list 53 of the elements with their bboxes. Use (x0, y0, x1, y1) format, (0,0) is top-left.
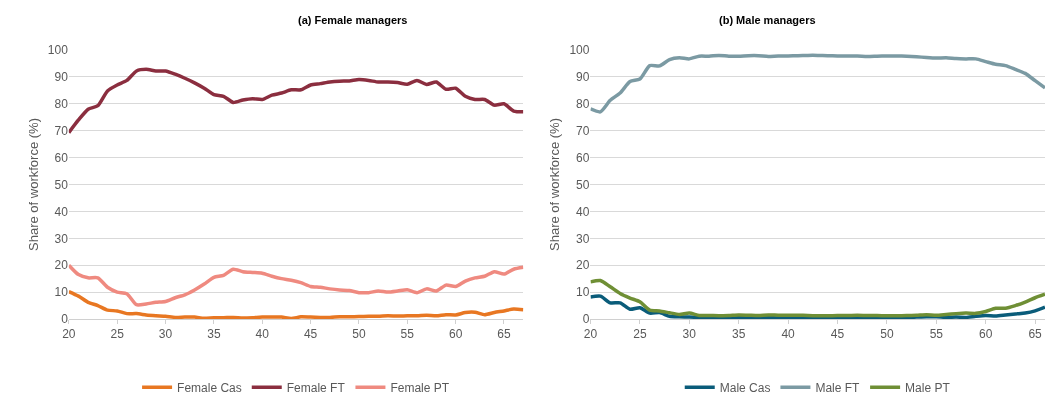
x-tick-label: 35 (732, 327, 746, 342)
y-tick-label: 40 (576, 204, 590, 219)
y-tick-label: 60 (54, 150, 69, 165)
y-tick-label: 90 (576, 70, 590, 85)
y-tick-label: 90 (54, 70, 69, 85)
y-tick-label: 30 (576, 231, 590, 246)
x-tick-label: 50 (880, 327, 894, 342)
y-tick-label: 10 (576, 285, 590, 300)
line-series (68, 67, 524, 135)
x-tick-label: 45 (830, 327, 845, 342)
y-tick-label: 0 (582, 312, 590, 327)
y-axis-title: Share of workforce (%) (25, 118, 41, 251)
x-tick-label: 60 (448, 327, 463, 342)
y-tick-label: 100 (47, 43, 69, 58)
y-tick-label: 50 (576, 177, 590, 192)
y-tick-label: 80 (54, 97, 69, 111)
y-tick-label: 20 (576, 258, 590, 273)
legend-label: Male FT (815, 380, 861, 395)
y-tick-label: 70 (54, 123, 69, 138)
x-tick-label: 50 (352, 327, 366, 342)
y-tick-label: 0 (61, 312, 69, 327)
x-tick-label: 65 (497, 327, 511, 342)
legend-label: Female PT (390, 380, 450, 395)
y-tick-label: 80 (576, 97, 590, 111)
x-tick-label: 55 (400, 327, 415, 342)
y-tick-label: 20 (54, 258, 69, 273)
line-series (590, 53, 1045, 114)
y-tick-label: 70 (576, 123, 590, 138)
x-tick-label: 30 (158, 327, 173, 342)
y-tick-label: 100 (569, 43, 590, 58)
x-tick-label: 65 (1028, 327, 1043, 342)
chart-title: (b) Male managers (719, 14, 816, 26)
legend-label: Male PT (905, 380, 951, 395)
x-tick-label: 25 (110, 327, 125, 342)
x-tick-label: 40 (781, 327, 796, 342)
y-tick-label: 30 (54, 231, 69, 246)
legend-label: Male Cas (719, 380, 771, 395)
x-tick-label: 40 (255, 327, 270, 342)
legend-label: Female Cas (177, 380, 242, 395)
x-tick-label: 35 (207, 327, 221, 342)
y-tick-label: 60 (576, 150, 590, 165)
x-tick-label: 55 (929, 327, 944, 342)
x-tick-label: 60 (979, 327, 993, 342)
x-tick-label: 45 (303, 327, 318, 342)
line-series (68, 263, 524, 307)
chart-title: (a) Female managers (298, 14, 408, 26)
y-axis-title: Share of workforce (%) (547, 118, 563, 251)
y-tick-label: 10 (54, 285, 69, 300)
y-tick-label: 50 (54, 177, 69, 192)
x-tick-label: 25 (633, 327, 647, 342)
legend-label: Female FT (286, 380, 346, 395)
x-tick-label: 30 (682, 327, 697, 342)
y-tick-label: 40 (54, 204, 69, 219)
